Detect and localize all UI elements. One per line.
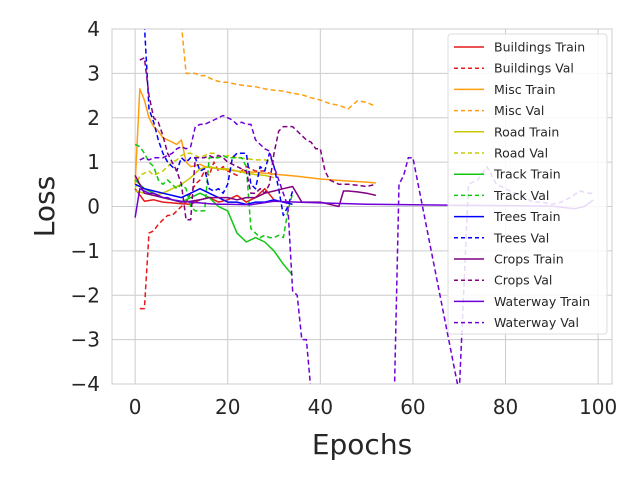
- legend-label: Road Train: [494, 124, 559, 139]
- legend-label: Trees Train: [493, 209, 561, 224]
- legend-label: Buildings Train: [494, 40, 585, 55]
- series-line-crops-val: [139, 57, 377, 221]
- legend-label: Waterway Val: [494, 315, 579, 330]
- legend-label: Misc Val: [494, 103, 544, 118]
- y-tick-label: −2: [71, 283, 100, 307]
- x-tick-label: 40: [308, 395, 333, 419]
- y-tick-label: −4: [71, 372, 100, 396]
- legend-label: Crops Train: [494, 252, 564, 267]
- legend-label: Road Val: [494, 146, 548, 161]
- series-line-buildings-val: [139, 161, 275, 310]
- legend-label: Misc Train: [494, 82, 556, 97]
- legend: Buildings Train Buildings Val Misc Train Mi…: [447, 33, 608, 335]
- y-tick-label: 1: [87, 150, 100, 174]
- series-line-track-val: [134, 143, 294, 239]
- legend-label: Crops Val: [494, 273, 552, 288]
- y-tick-label: 4: [87, 17, 100, 41]
- legend-label: Track Val: [493, 188, 549, 203]
- y-axis-label: Loss: [28, 176, 61, 237]
- y-tick-label: 2: [87, 106, 100, 130]
- x-tick-label: 60: [400, 395, 425, 419]
- x-tick-labels: 0 20 40 60 80 100: [129, 395, 617, 419]
- y-tick-labels: −4 −3 −2 −1 0 1 2 3 4: [71, 17, 100, 396]
- y-tick-label: −1: [71, 239, 100, 263]
- legend-label: Trees Val: [493, 230, 549, 245]
- series-line-trees-val: [143, 29, 294, 217]
- legend-label: Buildings Val: [494, 61, 574, 76]
- x-tick-label: 20: [215, 395, 240, 419]
- legend-label: Waterway Train: [494, 294, 590, 309]
- x-tick-label: 100: [579, 395, 617, 419]
- series-line-misc-val: [181, 29, 377, 110]
- y-tick-label: 3: [87, 61, 100, 85]
- x-tick-label: 80: [493, 395, 518, 419]
- x-axis-label: Epochs: [312, 428, 412, 461]
- x-tick-label: 0: [129, 395, 142, 419]
- legend-label: Track Train: [493, 167, 561, 182]
- series-line-misc-train: [134, 88, 376, 185]
- series-line-road-train: [134, 165, 275, 197]
- y-tick-label: 0: [87, 195, 100, 219]
- legend-box: [447, 33, 608, 335]
- y-tick-label: −3: [71, 328, 100, 352]
